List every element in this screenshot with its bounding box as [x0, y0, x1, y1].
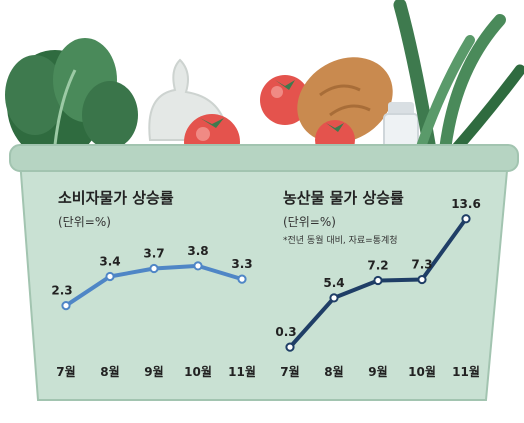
unit-label: (단위=%)	[58, 215, 111, 229]
data-label: 7.2	[367, 259, 388, 273]
chart-title: 농산물 물가 상승률	[283, 189, 404, 207]
agri-price-chart: 농산물 물가 상승률 (단위=%) *전년 동월 대비, 자료=통계청 0.3 7…	[275, 189, 480, 379]
green-onion-icon	[393, 0, 524, 157]
bread-icon	[297, 57, 393, 143]
source-note: *전년 동월 대비, 자료=통계청	[283, 234, 398, 246]
data-label: 3.4	[99, 254, 120, 268]
chart-title: 소비자물가 상승률	[58, 189, 174, 207]
x-tick-label: 11월	[228, 364, 256, 379]
x-tick-label: 11월	[452, 364, 480, 379]
plot-area: 0.3 7월 5.4 8월 7.2 9월 7.3 10월 13.6 11월	[275, 197, 480, 379]
data-point	[193, 261, 203, 271]
tomato-icon	[260, 75, 310, 125]
data-label: 3.3	[231, 257, 252, 271]
lettuce-icon	[5, 38, 138, 160]
x-tick-label: 8월	[100, 364, 119, 379]
data-label: 3.8	[187, 244, 208, 258]
plot-area: 2.3 7월 3.4 8월 3.7 9월 3.8 10월 3.3 11월	[51, 244, 256, 379]
x-tick-label: 7월	[280, 364, 299, 379]
data-point	[61, 300, 71, 311]
x-tick-label: 10월	[184, 364, 212, 379]
data-point	[105, 271, 115, 282]
data-point	[329, 293, 339, 303]
data-label: 13.6	[451, 197, 481, 211]
x-tick-label: 7월	[56, 364, 75, 379]
unit-label: (단위=%)	[283, 215, 336, 229]
x-tick-label: 9월	[144, 364, 163, 379]
data-label: 2.3	[51, 284, 72, 298]
x-tick-label: 8월	[324, 364, 343, 379]
data-point	[285, 342, 295, 352]
data-point	[149, 263, 159, 274]
x-tick-label: 10월	[408, 364, 436, 379]
x-tick-label: 9월	[368, 364, 387, 379]
data-point	[461, 214, 471, 224]
data-point	[417, 274, 427, 285]
data-label: 7.3	[411, 258, 432, 272]
consumer-price-chart: 소비자물가 상승률 (단위=%) 2.3 7월 3.4 8월 3.7 9월 3.8 10월 3.…	[51, 189, 256, 379]
data-label: 3.7	[143, 247, 164, 261]
data-point	[237, 274, 247, 284]
data-label: 0.3	[275, 325, 296, 339]
basket-rim	[9, 144, 519, 172]
data-label: 5.4	[323, 276, 344, 290]
basket	[9, 144, 519, 401]
data-point	[373, 275, 383, 286]
